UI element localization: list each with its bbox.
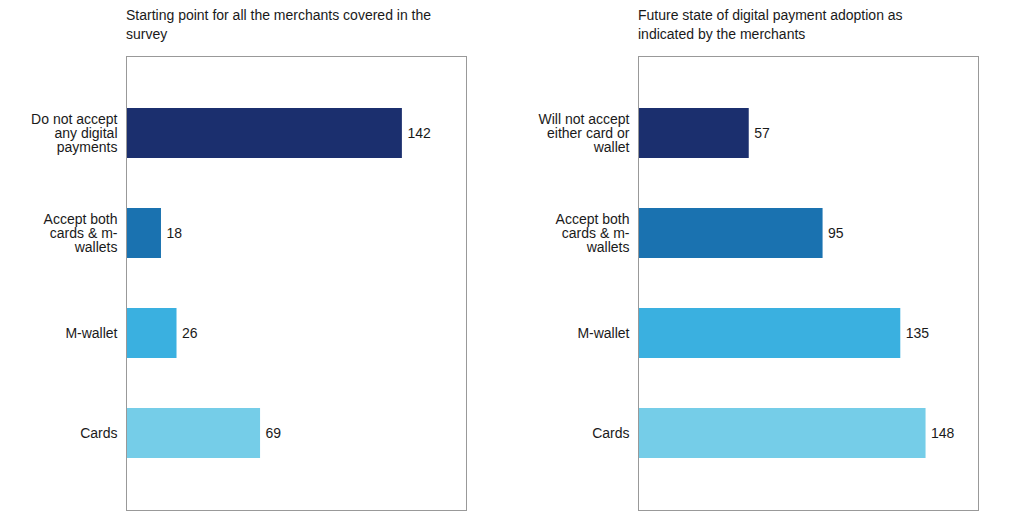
- svg-text:M-wallet: M-wallet: [577, 325, 629, 341]
- svg-text:Cards: Cards: [592, 425, 629, 441]
- svg-text:Accept bothcards & m-wallets: Accept bothcards & m-wallets: [556, 211, 630, 255]
- svg-text:142: 142: [407, 125, 431, 141]
- svg-text:135: 135: [906, 325, 930, 341]
- svg-text:Cards: Cards: [80, 425, 117, 441]
- svg-text:Accept bothcards & m-wallets: Accept bothcards & m-wallets: [44, 211, 118, 255]
- svg-text:148: 148: [931, 425, 955, 441]
- svg-text:69: 69: [266, 425, 282, 441]
- svg-text:95: 95: [828, 225, 844, 241]
- svg-text:M-wallet: M-wallet: [65, 325, 117, 341]
- svg-text:57: 57: [754, 125, 770, 141]
- html-text:Future state of digital paymen: Future state of digital payment adoption…: [638, 7, 903, 42]
- svg-text:Will not accepteither card orw: Will not accepteither card orwallet: [538, 111, 629, 155]
- svg-text:Do not acceptany digitalpaymen: Do not acceptany digitalpayments: [31, 111, 117, 155]
- svg-text:18: 18: [166, 225, 182, 241]
- html-text:Starting point for all the mer: Starting point for all the merchants cov…: [126, 7, 432, 42]
- svg-text:26: 26: [182, 325, 198, 341]
